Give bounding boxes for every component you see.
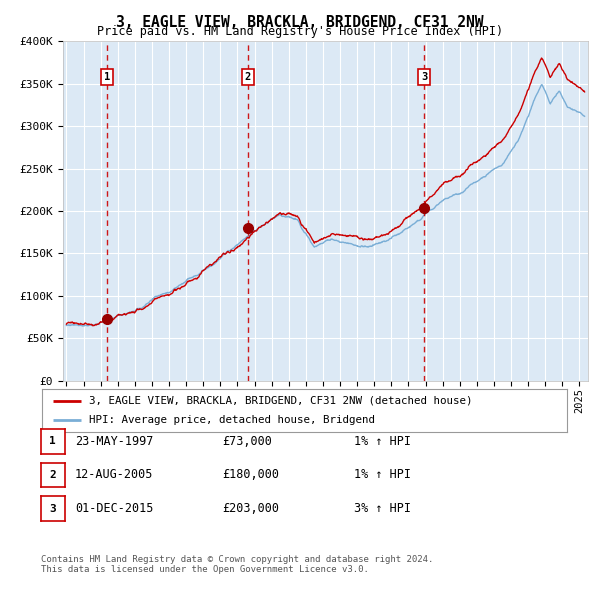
- Text: £180,000: £180,000: [222, 468, 279, 481]
- Text: £203,000: £203,000: [222, 502, 279, 515]
- Text: 1% ↑ HPI: 1% ↑ HPI: [354, 468, 411, 481]
- Text: £73,000: £73,000: [222, 435, 272, 448]
- Text: 23-MAY-1997: 23-MAY-1997: [75, 435, 154, 448]
- Text: 3% ↑ HPI: 3% ↑ HPI: [354, 502, 411, 515]
- Text: 1% ↑ HPI: 1% ↑ HPI: [354, 435, 411, 448]
- Text: 3, EAGLE VIEW, BRACKLA, BRIDGEND, CF31 2NW (detached house): 3, EAGLE VIEW, BRACKLA, BRIDGEND, CF31 2…: [89, 396, 473, 406]
- Text: 1: 1: [49, 437, 56, 446]
- Text: 01-DEC-2015: 01-DEC-2015: [75, 502, 154, 515]
- Text: 2: 2: [245, 72, 251, 82]
- Text: 3, EAGLE VIEW, BRACKLA, BRIDGEND, CF31 2NW: 3, EAGLE VIEW, BRACKLA, BRIDGEND, CF31 2…: [116, 15, 484, 30]
- Text: Price paid vs. HM Land Registry's House Price Index (HPI): Price paid vs. HM Land Registry's House …: [97, 25, 503, 38]
- Text: 2: 2: [49, 470, 56, 480]
- Text: 12-AUG-2005: 12-AUG-2005: [75, 468, 154, 481]
- Text: 3: 3: [421, 72, 427, 82]
- Text: 3: 3: [49, 504, 56, 513]
- Text: 1: 1: [104, 72, 110, 82]
- Text: Contains HM Land Registry data © Crown copyright and database right 2024.
This d: Contains HM Land Registry data © Crown c…: [41, 555, 433, 574]
- Text: HPI: Average price, detached house, Bridgend: HPI: Average price, detached house, Brid…: [89, 415, 375, 425]
